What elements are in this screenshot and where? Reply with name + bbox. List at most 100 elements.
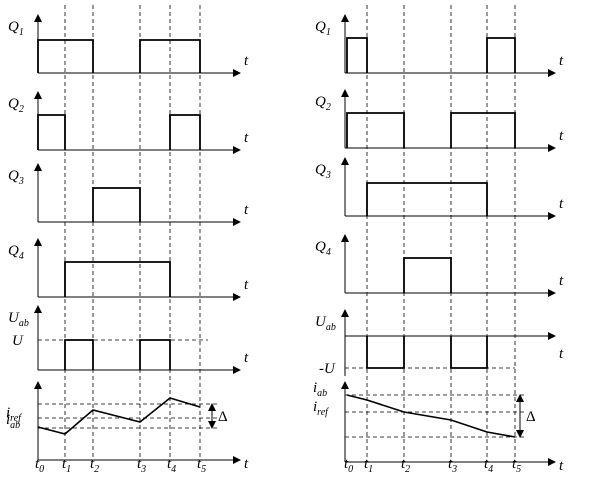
signal-label-symbol: U xyxy=(315,314,327,330)
t-label: t xyxy=(244,202,249,218)
time-label-symbol: t xyxy=(484,456,489,472)
waveform xyxy=(346,37,368,73)
waveform xyxy=(64,261,171,297)
waveform xyxy=(37,39,94,73)
signal-label: Q4 xyxy=(8,243,24,262)
reference-label-symbol: i xyxy=(313,399,317,415)
waveform xyxy=(169,114,201,150)
t-label: t xyxy=(559,196,564,212)
time-label-symbol: t xyxy=(197,456,202,472)
time-label: t2 xyxy=(401,456,410,475)
time-label-subscript: 2 xyxy=(405,464,410,475)
signal-label-subscript: 3 xyxy=(325,170,331,181)
time-label-symbol: t xyxy=(448,456,453,472)
time-label-subscript: 0 xyxy=(348,464,353,475)
time-label-symbol: t xyxy=(62,456,67,472)
t-label: t xyxy=(244,456,249,472)
level-label: U xyxy=(12,333,24,349)
waveform xyxy=(366,336,405,369)
t-label: t xyxy=(244,350,249,366)
reference-label-subscript: ref xyxy=(317,407,329,418)
current-label-symbol: i xyxy=(313,380,317,396)
signal-label-symbol: Q xyxy=(315,94,326,110)
signal-label: Q2 xyxy=(8,96,24,115)
t-label: t xyxy=(559,53,564,69)
level-label: -U xyxy=(319,361,336,377)
time-label: t1 xyxy=(364,456,373,475)
waveform xyxy=(450,336,488,369)
time-label-subscript: 1 xyxy=(66,464,71,475)
delta-label: Δ xyxy=(526,409,536,425)
time-label-subscript: 5 xyxy=(201,464,206,475)
t-label: t xyxy=(559,346,564,362)
time-label: t3 xyxy=(448,456,457,475)
t-label: t xyxy=(559,458,564,474)
waveform xyxy=(366,182,488,216)
time-label-subscript: 3 xyxy=(140,464,146,475)
time-label-symbol: t xyxy=(401,456,406,472)
waveform xyxy=(346,112,405,148)
time-label: t2 xyxy=(90,456,99,475)
t-label: t xyxy=(244,53,249,69)
time-label-symbol: t xyxy=(344,456,349,472)
reference-label-subscript: ref xyxy=(10,413,22,424)
signal-label-subscript: 1 xyxy=(19,27,24,38)
waveform xyxy=(450,112,516,148)
signal-label-symbol: Q xyxy=(8,96,19,112)
time-label: t5 xyxy=(197,456,206,475)
signal-label: Q2 xyxy=(315,94,331,113)
waveform xyxy=(37,114,66,150)
reference-label: iref xyxy=(313,399,329,418)
time-label-symbol: t xyxy=(35,456,40,472)
current-waveform xyxy=(346,394,516,438)
current-label-symbol: i xyxy=(6,412,10,428)
signal-label-subscript: 1 xyxy=(326,27,331,38)
signal-label-symbol: Q xyxy=(315,162,326,178)
time-label: t5 xyxy=(512,456,521,475)
waveform xyxy=(486,37,516,73)
signal-label-subscript: ab xyxy=(19,318,29,329)
signal-label-subscript: 3 xyxy=(18,176,24,187)
signal-label: Uab xyxy=(315,314,336,333)
time-label-symbol: t xyxy=(364,456,369,472)
time-label-subscript: 3 xyxy=(451,464,457,475)
signal-label: Q4 xyxy=(315,239,331,258)
signal-label-subscript: 2 xyxy=(19,104,24,115)
current-waveform xyxy=(37,397,201,435)
waveform xyxy=(139,339,171,370)
reference-label: iref xyxy=(6,405,22,424)
time-label: t4 xyxy=(167,456,176,475)
time-label: t4 xyxy=(484,456,493,475)
waveform xyxy=(403,257,452,293)
current-label: iab xyxy=(6,412,20,431)
t-label: t xyxy=(244,130,249,146)
waveform xyxy=(139,39,201,73)
time-label-subscript: 5 xyxy=(516,464,521,475)
time-label-symbol: t xyxy=(137,456,142,472)
signal-label-subscript: 2 xyxy=(326,102,331,113)
signal-label: Q3 xyxy=(315,162,331,181)
signal-label-symbol: Q xyxy=(8,19,19,35)
time-label-subscript: 0 xyxy=(39,464,44,475)
time-label-symbol: t xyxy=(512,456,517,472)
signal-label-subscript: 4 xyxy=(19,251,24,262)
time-label-subscript: 4 xyxy=(488,464,493,475)
signal-label: Q3 xyxy=(8,168,24,187)
time-label: t3 xyxy=(137,456,146,475)
signal-label-subscript: ab xyxy=(326,322,336,333)
signal-label-symbol: Q xyxy=(8,243,19,259)
t-label: t xyxy=(559,128,564,144)
signal-label-subscript: 4 xyxy=(326,247,331,258)
signal-label-symbol: Q xyxy=(315,239,326,255)
waveform xyxy=(92,187,141,222)
time-label-symbol: t xyxy=(90,456,95,472)
waveform xyxy=(64,339,94,370)
signal-label-symbol: U xyxy=(8,310,20,326)
current-label-subscript: ab xyxy=(317,388,327,399)
time-label-subscript: 1 xyxy=(368,464,373,475)
reference-label-symbol: i xyxy=(6,405,10,421)
signal-label: Q1 xyxy=(315,19,331,38)
t-label: t xyxy=(559,273,564,289)
time-label: t0 xyxy=(35,456,44,475)
time-label: t0 xyxy=(344,456,353,475)
